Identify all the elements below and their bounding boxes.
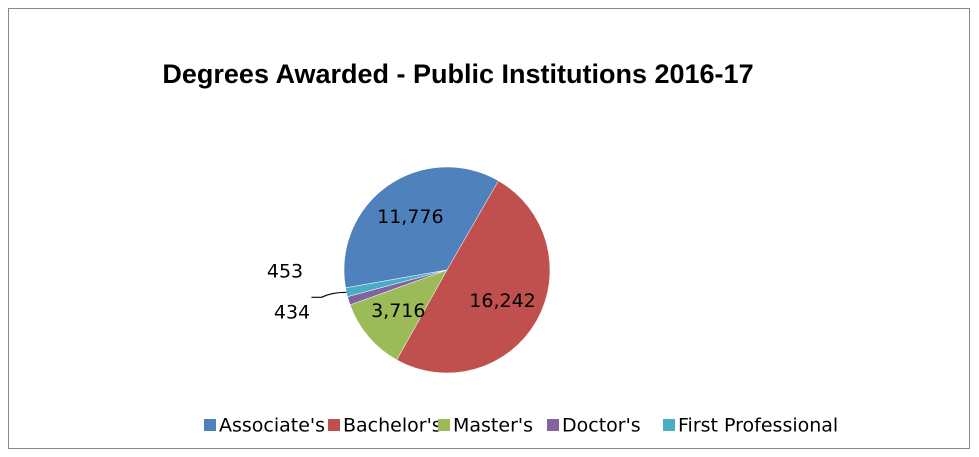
legend-label: Associate's [219,415,325,437]
chart-title: Degrees Awarded - Public Institutions 20… [162,59,753,89]
data-label: 434 [274,302,310,324]
legend-swatch [663,419,675,431]
legend-label: Master's [453,415,533,437]
data-label: 3,716 [371,300,425,322]
data-label: 16,242 [469,290,535,312]
pie-slice [349,269,448,361]
data-label: 11,776 [377,206,443,228]
leader-line [311,291,347,298]
pie-slice [396,180,551,374]
data-label: 453 [267,261,303,283]
legend-swatch [204,419,216,431]
legend-label: Doctor's [562,415,641,437]
legend-label: Bachelor's [343,415,442,437]
legend-swatch [328,419,340,431]
legend-swatch [438,419,450,431]
legend-label: First Professional [678,415,838,437]
pie-slice [343,166,499,289]
legend-swatch [547,419,559,431]
